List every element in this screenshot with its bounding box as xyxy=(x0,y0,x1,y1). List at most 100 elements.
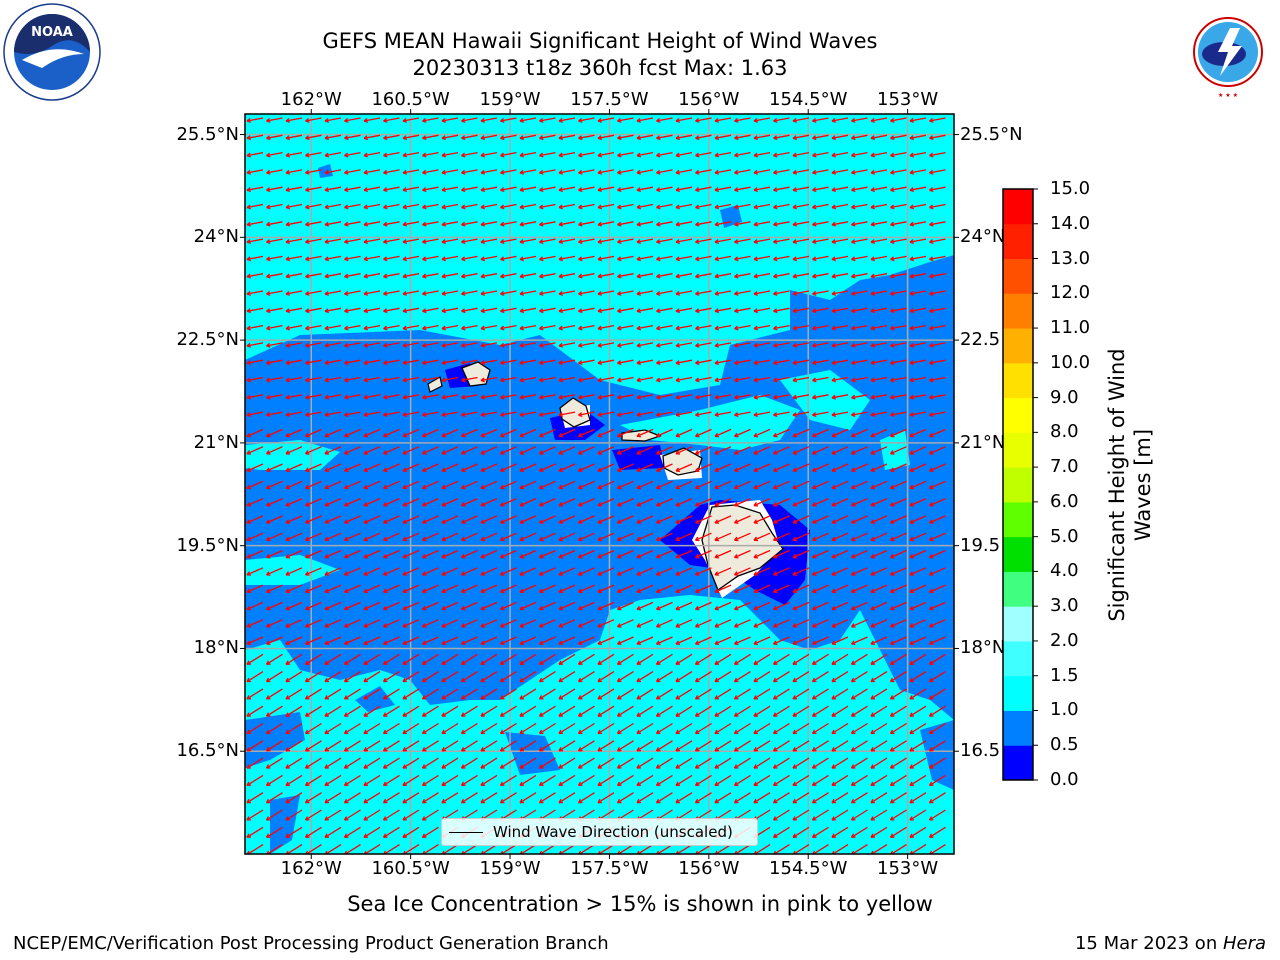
wind-arrow xyxy=(324,342,342,348)
wind-arrow xyxy=(695,134,712,141)
wind-arrow xyxy=(363,324,381,331)
wind-arrow xyxy=(558,186,576,193)
wind-arrow xyxy=(714,134,732,141)
wind-arrow xyxy=(578,255,595,262)
wind-arrow xyxy=(734,359,751,366)
wind-arrow xyxy=(480,151,498,158)
wind-arrow xyxy=(792,290,810,296)
wind-arrow xyxy=(773,324,790,331)
wind-arrow xyxy=(480,324,498,331)
wind-arrow xyxy=(929,238,946,244)
wind-arrow xyxy=(714,359,732,366)
wind-arrow xyxy=(870,411,888,417)
wind-arrow xyxy=(734,169,751,175)
wind-arrow xyxy=(734,134,751,141)
map-legend: Wind Wave Direction (unscaled) xyxy=(441,818,758,846)
wind-arrow xyxy=(812,186,829,193)
lat-label-left: 22.5°N xyxy=(176,329,239,351)
wind-arrow xyxy=(694,463,712,472)
colorbar-tick-label: 14.0 xyxy=(1050,212,1091,234)
wind-arrow xyxy=(519,428,537,438)
wind-arrow xyxy=(460,446,478,455)
wind-arrow xyxy=(246,376,264,383)
wind-arrow xyxy=(519,186,537,193)
wind-arrow xyxy=(363,411,381,417)
wind-arrow xyxy=(480,359,498,366)
wind-arrow xyxy=(382,428,400,438)
wind-arrow xyxy=(851,151,868,158)
wind-arrow xyxy=(363,255,381,262)
wind-arrow xyxy=(285,307,303,314)
wind-arrow xyxy=(695,273,712,279)
wind-arrow xyxy=(714,411,732,417)
wind-arrow xyxy=(714,342,732,348)
wind-arrow xyxy=(792,273,810,279)
wind-arrow xyxy=(305,342,322,348)
footer-organization: NCEP/EMC/Verification Post Processing Pr… xyxy=(13,933,609,954)
wind-arrow xyxy=(246,498,264,507)
wind-arrow xyxy=(500,117,517,123)
lat-label-left: 25.5°N xyxy=(176,123,239,145)
wind-arrow xyxy=(558,221,576,227)
wind-arrow xyxy=(285,359,303,366)
wind-arrow xyxy=(441,273,459,279)
wind-arrow xyxy=(460,463,478,472)
wind-arrow xyxy=(343,446,361,455)
wind-arrow xyxy=(305,221,322,227)
wind-arrow xyxy=(734,117,751,123)
wind-arrow xyxy=(870,342,888,348)
wind-arrow xyxy=(402,376,420,383)
wind-arrow xyxy=(558,428,576,438)
wind-arrow xyxy=(831,151,849,158)
wind-arrow xyxy=(812,376,829,383)
wind-arrow xyxy=(734,307,751,314)
wind-arrow xyxy=(422,307,439,314)
wind-arrow xyxy=(539,273,556,279)
wind-arrow xyxy=(422,290,439,296)
wind-arrow xyxy=(383,117,400,123)
wind-arrow xyxy=(792,186,810,193)
wind-arrow xyxy=(538,498,556,507)
wind-arrow xyxy=(441,324,459,331)
wind-arrow xyxy=(344,186,361,193)
wind-arrow xyxy=(870,290,888,296)
wind-arrow xyxy=(305,376,322,383)
wind-arrow xyxy=(578,169,595,175)
colorbar-tick-label: 10.0 xyxy=(1050,351,1091,373)
wind-arrow xyxy=(500,169,517,175)
wind-arrow xyxy=(675,238,693,244)
wind-arrow xyxy=(597,186,615,193)
lon-label-bottom: 157.5°W xyxy=(570,858,649,879)
wind-arrow xyxy=(656,324,673,331)
wind-arrow xyxy=(344,151,361,158)
wind-arrow xyxy=(285,376,303,383)
wind-arrow xyxy=(539,290,556,296)
colorbar-segment xyxy=(1003,432,1033,468)
wind-arrow xyxy=(246,342,264,348)
wind-arrow xyxy=(753,238,771,244)
wind-arrow xyxy=(578,221,595,227)
lat-label-right: 21°N xyxy=(960,431,1006,453)
wind-arrow xyxy=(246,359,264,366)
colorbar-segment xyxy=(1003,328,1033,364)
wind-arrow xyxy=(714,290,732,296)
island-niihau xyxy=(427,376,443,393)
colorbar-tick-label: 6.0 xyxy=(1050,490,1079,512)
wind-arrow xyxy=(772,446,790,455)
wind-arrow xyxy=(812,411,829,417)
wind-arrow xyxy=(656,203,673,210)
wind-arrow xyxy=(792,411,810,417)
wind-arrow xyxy=(617,221,634,227)
wind-arrow xyxy=(578,394,595,400)
wind-arrow xyxy=(558,463,576,472)
wind-arrow xyxy=(539,117,556,123)
wind-arrow xyxy=(929,394,946,400)
wind-arrow xyxy=(402,203,420,210)
wind-arrow xyxy=(324,290,342,296)
wind-arrow xyxy=(695,255,712,262)
colorbar-tick-label: 15.0 xyxy=(1050,178,1091,199)
lat-label-left: 24°N xyxy=(193,226,239,248)
wind-arrow xyxy=(402,324,420,331)
wind-arrow xyxy=(714,186,732,193)
wind-arrow xyxy=(344,203,361,210)
